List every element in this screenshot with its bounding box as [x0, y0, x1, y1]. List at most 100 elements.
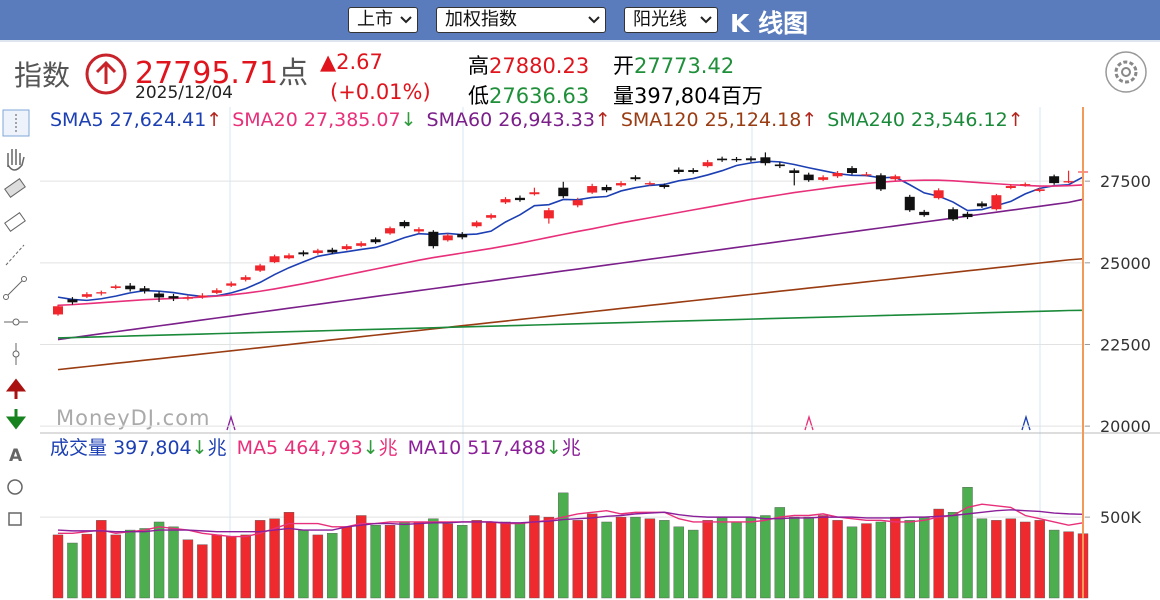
- tool-ray[interactable]: [5, 244, 25, 266]
- candle-body: [269, 256, 280, 263]
- volume-bar: [558, 492, 569, 599]
- tool-line[interactable]: [5, 278, 25, 298]
- tool-down[interactable]: [5, 409, 27, 430]
- volume-bar: [168, 526, 179, 599]
- volume-bar: [601, 521, 612, 599]
- candle-body: [1020, 184, 1031, 186]
- candle-body: [1005, 186, 1016, 189]
- volume-bar: [846, 526, 858, 599]
- candle-body: [962, 213, 973, 218]
- tool-circle[interactable]: [7, 479, 23, 495]
- volume-unit: 百万: [720, 84, 763, 108]
- style-select[interactable]: 阳光线: [624, 7, 718, 33]
- candle-body: [789, 170, 800, 173]
- candle-body: [847, 168, 858, 173]
- tool-up[interactable]: [5, 378, 27, 399]
- price-unit: 点: [278, 56, 309, 91]
- candle-body: [240, 277, 251, 280]
- volume-bar: [615, 516, 627, 599]
- candle-body: [890, 176, 901, 180]
- candle-body: [731, 158, 742, 161]
- volume-bar: [716, 516, 728, 599]
- y-tick-label: 22500: [1100, 335, 1151, 354]
- volume-bar: [52, 534, 64, 599]
- tool-rect[interactable]: [8, 512, 22, 526]
- volume-bar: [182, 539, 194, 599]
- candle-body: [428, 231, 439, 247]
- open: 27773.42: [634, 54, 735, 78]
- candle-body: [875, 175, 886, 190]
- candle-body: [991, 195, 1002, 210]
- tool-eraser2[interactable]: [4, 212, 26, 232]
- market-select[interactable]: 上市: [348, 7, 418, 33]
- volume-bar: [269, 518, 280, 599]
- candle-body: [1049, 176, 1060, 184]
- candle-body: [255, 265, 266, 271]
- candle-body: [81, 294, 92, 297]
- candle-body: [96, 292, 107, 294]
- candle-body: [529, 192, 540, 195]
- candle-body: [442, 235, 453, 241]
- volume-bar: [875, 521, 887, 599]
- volume-bar: [428, 518, 439, 599]
- quote-label: 指数: [14, 59, 71, 92]
- candle-body: [399, 221, 410, 227]
- volume-bar: [1020, 521, 1031, 599]
- volume-bar: [1005, 518, 1017, 599]
- volume-bar: [124, 529, 136, 599]
- volume-bar: [933, 508, 944, 599]
- candle-body: [327, 249, 338, 253]
- ma-line: [57, 179, 1084, 307]
- volume-bar: [312, 534, 324, 599]
- volume-ma-line: [58, 503, 1084, 538]
- candle-body: [486, 215, 497, 218]
- candle-body: [688, 170, 699, 173]
- volume-bar: [1048, 529, 1060, 599]
- volume-bar: [702, 520, 713, 599]
- candle-body: [933, 190, 944, 199]
- index-select[interactable]: 加权指数: [436, 7, 606, 33]
- candle-body: [717, 158, 728, 161]
- open-label: 开: [613, 54, 634, 78]
- tool-column: A: [2, 109, 30, 526]
- volume-bar: [991, 520, 1002, 599]
- tool-eraser[interactable]: [4, 178, 26, 198]
- tool-text[interactable]: A: [9, 446, 23, 466]
- volume-bar: [947, 512, 959, 599]
- volume-bar: [67, 542, 78, 599]
- volume: 397,804: [634, 84, 721, 108]
- tool-pan[interactable]: [7, 149, 25, 171]
- volume-bar: [529, 515, 540, 599]
- candle-body: [919, 211, 930, 216]
- candle-body: [1063, 181, 1074, 183]
- volume-bar: [514, 523, 526, 599]
- volume-bar: [485, 521, 497, 599]
- candle-body: [616, 183, 627, 186]
- candle-body: [385, 228, 396, 234]
- volume-label: 量: [613, 84, 634, 108]
- candle-body: [543, 210, 554, 219]
- candle-body: [110, 286, 121, 288]
- candle-body: [673, 169, 684, 173]
- chart-kind-title: K 线图: [730, 9, 809, 38]
- ma-line: [57, 257, 1084, 371]
- candle-body: [832, 172, 843, 177]
- settings-button[interactable]: [1104, 50, 1148, 94]
- ma-line: [57, 198, 1084, 341]
- volume-bar: [789, 516, 800, 599]
- candle-body: [760, 157, 771, 164]
- change: ▲2.67: [320, 50, 383, 74]
- volume-bar: [673, 526, 684, 599]
- volume-bar: [327, 533, 338, 599]
- candle-body: [514, 197, 525, 201]
- volume-bar: [976, 518, 988, 599]
- divider: [0, 40, 1160, 42]
- candle-body: [818, 177, 829, 180]
- up-icon: [85, 53, 127, 95]
- volume-bar: [1034, 520, 1045, 599]
- y-tick-label: 25000: [1100, 254, 1151, 273]
- volume-bar: [384, 525, 396, 599]
- candle-body: [298, 252, 309, 255]
